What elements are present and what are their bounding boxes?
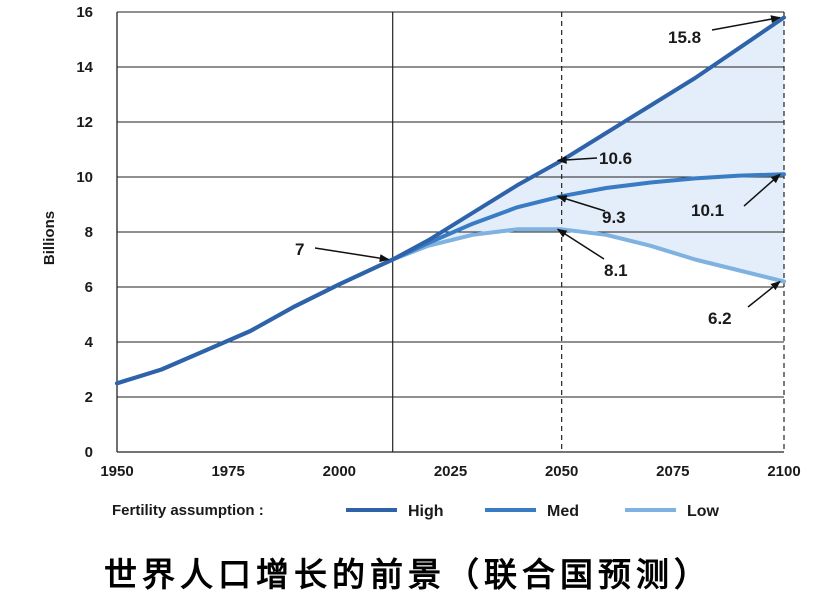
tick-labels: 0 2 4 6 8 10 12 14 16 1950 1975 2000 2025 2050 2075 210… <box>76 4 800 480</box>
series-lines <box>115 15 786 386</box>
x-tick-label: 2000 <box>323 463 356 480</box>
annotation-label: 8.1 <box>604 261 628 280</box>
y-tick-label: 10 <box>76 169 93 186</box>
annotation-label: 6.2 <box>708 309 732 328</box>
annotation-arrow <box>743 173 781 207</box>
population-chart: 0 2 4 6 8 10 12 14 16 1950 1975 2000 2025 2050 2075 210… <box>41 4 801 520</box>
x-tick-label: 2100 <box>767 463 800 480</box>
y-axis-label: Billions <box>41 211 58 265</box>
annotation-label: 7 <box>295 240 304 259</box>
y-tick-label: 12 <box>76 114 93 131</box>
y-tick-label: 6 <box>85 279 93 296</box>
y-tick-label: 2 <box>85 389 93 406</box>
chart-caption: 世界人口增长的前景（联合国预测） <box>104 555 712 594</box>
y-tick-label: 8 <box>85 224 93 241</box>
annotation-label: 9.3 <box>602 208 626 227</box>
legend-label-med: Med <box>547 503 579 520</box>
annotation-arrow <box>556 228 605 260</box>
legend-label-high: High <box>408 503 444 520</box>
x-tick-label: 2075 <box>656 463 689 480</box>
annotation-label: 15.8 <box>668 28 701 47</box>
legend: Fertility assumption : High Med Low <box>112 502 720 520</box>
x-tick-label: 2025 <box>434 463 467 480</box>
x-tick-label: 2050 <box>545 463 578 480</box>
annotation-arrow <box>314 247 390 263</box>
y-tick-label: 16 <box>76 4 93 21</box>
annotation-arrow <box>556 155 598 164</box>
y-tick-label: 0 <box>85 444 93 461</box>
annotations: 7 10.6 9.3 8.1 15.8 10.1 6.2 <box>295 15 781 328</box>
x-tick-label: 1975 <box>211 463 244 480</box>
series-line-high <box>115 15 786 386</box>
annotation-label: 10.1 <box>691 201 724 220</box>
legend-title: Fertility assumption : <box>112 502 264 519</box>
axes <box>116 12 784 453</box>
annotation-arrow <box>556 195 606 212</box>
x-tick-label: 1950 <box>100 463 133 480</box>
annotation-arrow <box>711 15 781 31</box>
annotation-arrow <box>747 280 781 308</box>
y-tick-label: 4 <box>85 334 94 351</box>
annotation-label: 10.6 <box>599 149 632 168</box>
y-tick-label: 14 <box>76 59 93 76</box>
legend-label-low: Low <box>687 503 720 520</box>
